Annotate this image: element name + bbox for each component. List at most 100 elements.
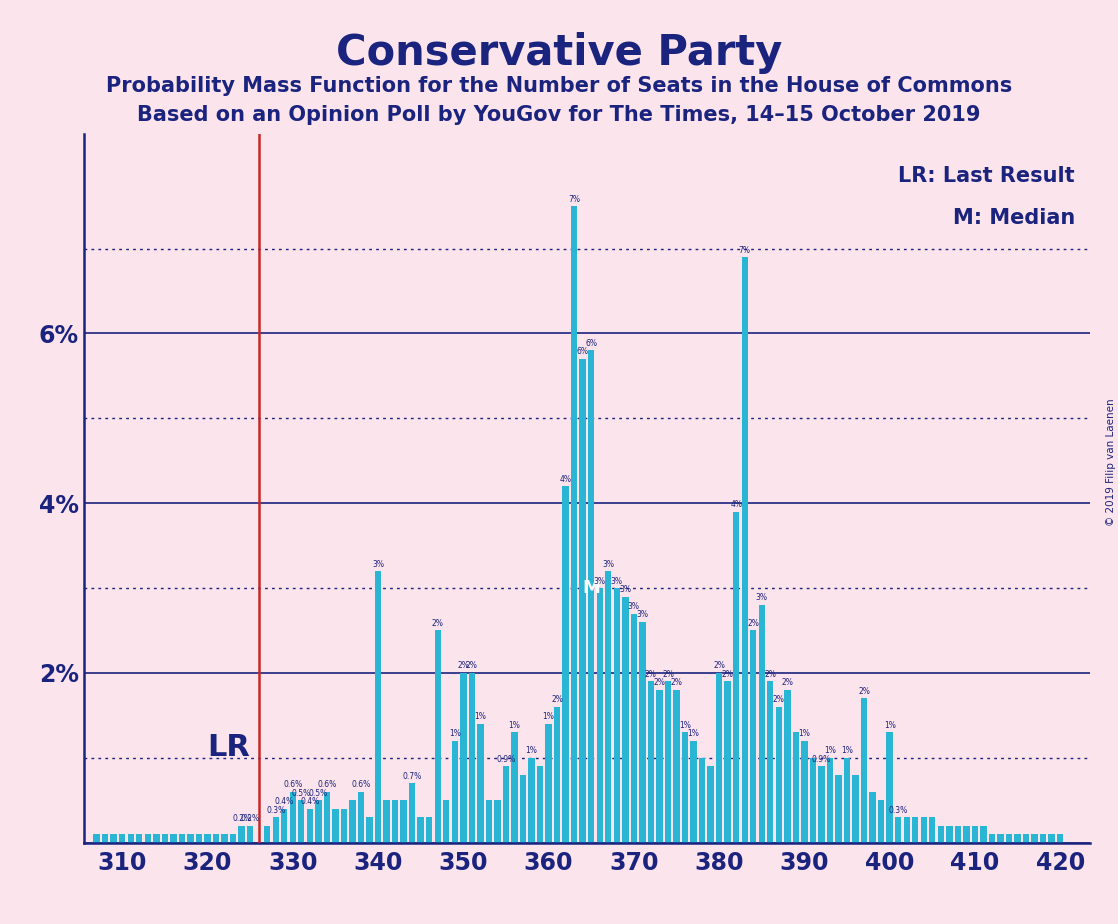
Text: 2%: 2%: [859, 687, 870, 696]
Bar: [212, 834, 219, 843]
Bar: [375, 571, 381, 843]
Bar: [647, 681, 654, 843]
Bar: [920, 817, 927, 843]
Bar: [435, 630, 440, 843]
Bar: [622, 597, 628, 843]
Text: 1%: 1%: [824, 747, 836, 755]
Bar: [741, 257, 748, 843]
Text: 2%: 2%: [747, 619, 759, 628]
Bar: [835, 775, 842, 843]
Text: 3%: 3%: [756, 593, 768, 602]
Bar: [793, 733, 799, 843]
Text: 3%: 3%: [628, 602, 639, 611]
Text: LR: LR: [207, 733, 250, 762]
Bar: [1040, 834, 1046, 843]
Bar: [205, 834, 210, 843]
Bar: [332, 808, 339, 843]
Bar: [94, 834, 100, 843]
Bar: [716, 673, 722, 843]
Bar: [682, 733, 689, 843]
Bar: [955, 826, 961, 843]
Text: 0.9%: 0.9%: [812, 755, 831, 764]
Bar: [179, 834, 186, 843]
Bar: [579, 359, 586, 843]
Bar: [690, 741, 697, 843]
Text: Based on an Opinion Poll by YouGov for The Times, 14–15 October 2019: Based on an Opinion Poll by YouGov for T…: [138, 105, 980, 126]
Bar: [221, 834, 228, 843]
Text: 6%: 6%: [585, 339, 597, 347]
Bar: [708, 766, 713, 843]
Bar: [392, 800, 398, 843]
Bar: [562, 486, 569, 843]
Text: LR: Last Result: LR: Last Result: [899, 166, 1074, 186]
Bar: [631, 614, 637, 843]
Text: 0.4%: 0.4%: [275, 797, 294, 807]
Bar: [503, 766, 509, 843]
Bar: [461, 673, 466, 843]
Bar: [477, 723, 484, 843]
Text: 7%: 7%: [739, 246, 750, 254]
Bar: [136, 834, 142, 843]
Text: 1%: 1%: [798, 729, 811, 738]
Text: 2%: 2%: [466, 662, 477, 671]
Bar: [614, 588, 620, 843]
Bar: [750, 630, 757, 843]
Bar: [988, 834, 995, 843]
Bar: [1014, 834, 1021, 843]
Bar: [597, 588, 603, 843]
Text: 2%: 2%: [457, 662, 470, 671]
Bar: [972, 826, 978, 843]
Text: 2%: 2%: [713, 662, 726, 671]
Bar: [896, 817, 901, 843]
Bar: [1006, 834, 1012, 843]
Text: 1%: 1%: [688, 729, 700, 738]
Bar: [758, 605, 765, 843]
Text: 2%: 2%: [781, 678, 794, 687]
Bar: [656, 690, 663, 843]
Text: 0.4%: 0.4%: [301, 797, 320, 807]
Bar: [511, 733, 518, 843]
Bar: [699, 758, 705, 843]
Bar: [776, 707, 781, 843]
Bar: [852, 775, 859, 843]
Bar: [946, 826, 953, 843]
Text: 3%: 3%: [594, 577, 606, 586]
Text: 2%: 2%: [432, 619, 444, 628]
Bar: [443, 800, 449, 843]
Text: Conservative Party: Conservative Party: [335, 32, 783, 74]
Text: Probability Mass Function for the Number of Seats in the House of Commons: Probability Mass Function for the Number…: [106, 76, 1012, 96]
Text: © 2019 Filip van Laenen: © 2019 Filip van Laenen: [1106, 398, 1116, 526]
Text: 0.6%: 0.6%: [351, 780, 370, 789]
Bar: [187, 834, 193, 843]
Text: 1%: 1%: [841, 747, 853, 755]
Bar: [485, 800, 492, 843]
Bar: [409, 784, 416, 843]
Bar: [588, 350, 595, 843]
Text: 2%: 2%: [654, 678, 665, 687]
Bar: [238, 826, 245, 843]
Bar: [964, 826, 969, 843]
Text: 0.3%: 0.3%: [266, 806, 285, 815]
Bar: [162, 834, 168, 843]
Text: 2%: 2%: [765, 670, 776, 679]
Text: 1%: 1%: [883, 721, 896, 730]
Bar: [299, 800, 304, 843]
Bar: [111, 834, 117, 843]
Text: 0.2%: 0.2%: [240, 814, 259, 823]
Bar: [571, 206, 577, 843]
Bar: [844, 758, 850, 843]
Bar: [929, 817, 936, 843]
Bar: [494, 800, 501, 843]
Bar: [341, 808, 347, 843]
Text: 1%: 1%: [525, 747, 538, 755]
Bar: [878, 800, 884, 843]
Bar: [468, 673, 475, 843]
Text: 7%: 7%: [568, 195, 580, 203]
Text: 1%: 1%: [448, 729, 461, 738]
Text: 2%: 2%: [671, 678, 682, 687]
Bar: [870, 792, 875, 843]
Text: 4%: 4%: [560, 475, 571, 483]
Bar: [673, 690, 680, 843]
Bar: [938, 826, 944, 843]
Text: 2%: 2%: [645, 670, 657, 679]
